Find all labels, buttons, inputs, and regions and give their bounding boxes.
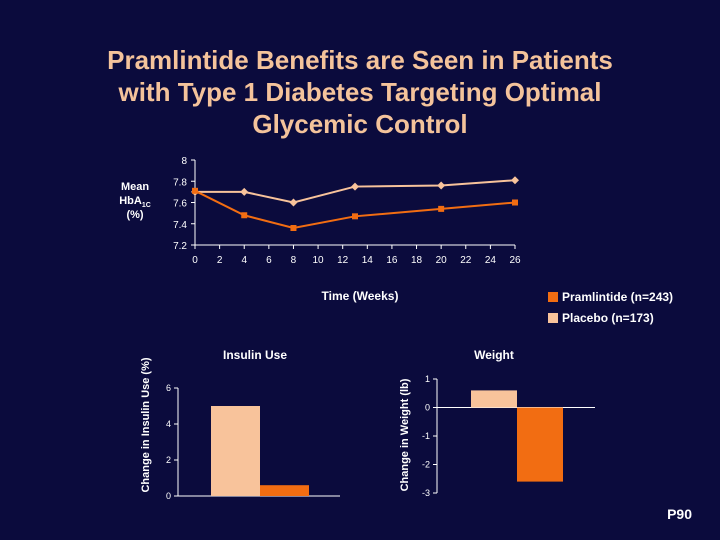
hba1c-x-tick-label: 24 [485, 255, 497, 266]
insulin-title: Insulin Use [223, 348, 287, 362]
hba1c-point-placebo [240, 187, 249, 196]
hba1c-x-tick-label: 20 [436, 255, 448, 266]
hba1c-point-pramlintide [192, 187, 198, 194]
weight-y-tick-label: 1 [425, 374, 430, 384]
hba1c-y-tick-label: 7.6 [173, 199, 187, 210]
insulin-y-tick-label: 4 [166, 419, 171, 429]
weight-title: Weight [474, 348, 514, 362]
hba1c-series-line-pramlintide [194, 189, 516, 230]
title-line-1: Pramlintide Benefits are Seen in Patient… [107, 45, 613, 75]
hba1c-x-tick-label: 12 [337, 255, 349, 266]
legend-swatch-pramlintide [548, 292, 558, 302]
weight-bar-chart: -3 -2 -1 0 1 [422, 374, 595, 498]
hba1c-point-pramlintide [290, 225, 297, 231]
insulin-bar-pramlintide [260, 485, 309, 496]
slide-title: Pramlintide Benefits are Seen in Patient… [60, 44, 660, 140]
weight-bar-pramlintide [517, 407, 563, 482]
page-number: P90 [667, 506, 692, 522]
hba1c-point-placebo [511, 176, 519, 185]
insulin-y-tick-label: 2 [166, 455, 171, 465]
hba1c-x-tick-label: 18 [411, 255, 423, 266]
insulin-bar-placebo [211, 406, 260, 496]
hba1c-y-tick-label: 8 [181, 156, 187, 167]
hba1c-x-tick-label: 8 [291, 255, 297, 266]
hba1c-point-placebo [351, 182, 359, 191]
hba1c-ylabel-line-1: Mean [121, 181, 149, 193]
hba1c-series-line-placebo [195, 179, 516, 204]
insulin-y-tick-label: 6 [166, 383, 171, 393]
hba1c-point-pramlintide [352, 213, 358, 220]
hba1c-ylabel: Mean HbA1C (%) [119, 181, 151, 221]
insulin-ylabel: Change in Insulin Use (%) [140, 357, 152, 492]
hba1c-ylabel-line-2: HbA1C [119, 195, 151, 209]
weight-y-tick-label: -3 [422, 488, 430, 498]
title-line-2: with Type 1 Diabetes Targeting Optimal [118, 77, 602, 107]
legend-swatch-placebo [548, 313, 558, 323]
weight-y-tick-label: -2 [422, 460, 430, 470]
insulin-y-tick-label: 0 [166, 491, 171, 501]
hba1c-point-pramlintide [241, 212, 248, 219]
weight-ylabel: Change in Weight (lb) [399, 378, 411, 491]
hba1c-x-tick-label: 26 [509, 255, 521, 266]
hba1c-ylabel-line-3: (%) [126, 209, 143, 221]
hba1c-x-tick-label: 4 [241, 255, 247, 266]
hba1c-x-tick-label: 0 [192, 255, 198, 266]
hba1c-y-tick-label: 7.2 [173, 241, 187, 252]
weight-y-tick-label: 0 [425, 403, 430, 413]
hba1c-x-tick-label: 6 [266, 255, 272, 266]
hba1c-point-placebo [289, 198, 298, 207]
hba1c-y-tick-label: 7.8 [173, 177, 187, 188]
hba1c-x-tick-label: 2 [217, 255, 223, 266]
hba1c-x-tick-label: 10 [313, 255, 325, 266]
weight-y-tick-label: -1 [422, 431, 430, 441]
title-line-3: Glycemic Control [252, 109, 468, 139]
insulin-bar-chart: 0 2 4 6 [166, 383, 340, 501]
hba1c-point-placebo [437, 181, 446, 190]
legend-label-pramlintide: Pramlintide (n=243) [562, 290, 673, 304]
weight-bar-placebo [471, 390, 517, 408]
hba1c-y-tick-label: 7.4 [173, 220, 187, 231]
hba1c-x-tick-label: 16 [386, 255, 398, 266]
hba1c-line-chart: 7.27.47.67.880 2 4 6 8 10 12 14 16 18 20 22 24 26 [173, 156, 521, 266]
hba1c-xlabel: Time (Weeks) [322, 289, 399, 303]
legend-label-placebo: Placebo (n=173) [562, 311, 654, 325]
legend: Pramlintide (n=243) Placebo (n=173) [548, 290, 673, 325]
hba1c-x-tick-label: 14 [362, 255, 374, 266]
hba1c-point-pramlintide [438, 205, 445, 212]
hba1c-x-tick-label: 22 [460, 255, 472, 266]
hba1c-point-pramlintide [512, 199, 518, 206]
